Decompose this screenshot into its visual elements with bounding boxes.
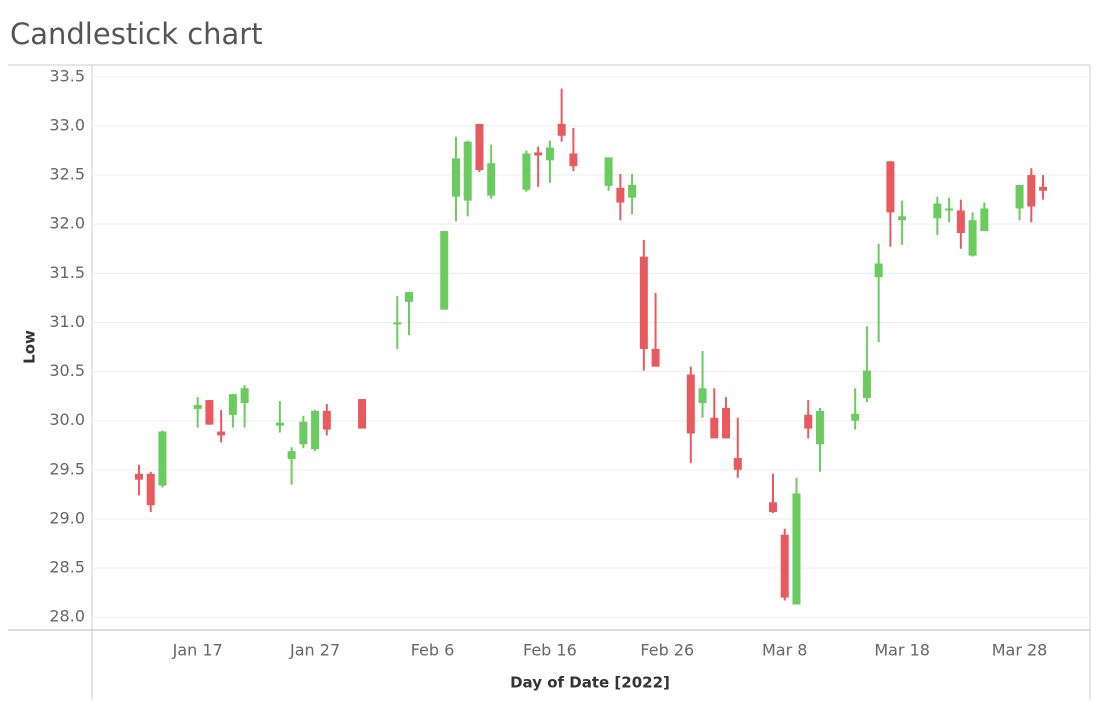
candle-body	[628, 184, 637, 198]
candle-body	[393, 322, 402, 325]
x-tick-label: Mar 8	[762, 641, 807, 660]
candle-body	[451, 158, 460, 197]
candle-body	[616, 187, 625, 203]
candle-body	[205, 400, 214, 425]
candle-body	[604, 157, 613, 186]
candle-body	[1027, 175, 1036, 207]
y-tick-label: 28.5	[49, 558, 85, 577]
y-tick-label: 29.5	[49, 459, 85, 478]
candle-body	[275, 422, 284, 426]
x-tick-label: Feb 6	[411, 641, 455, 660]
x-axis-title: Day of Date [2022]	[510, 674, 670, 692]
chart-title: Candlestick chart	[10, 17, 263, 51]
candle-body	[722, 407, 731, 439]
candle-body	[780, 534, 789, 598]
candle-body	[898, 216, 907, 221]
x-tick-label: Feb 16	[523, 641, 577, 660]
candle-body	[522, 153, 531, 190]
candle-body	[287, 451, 296, 460]
candle-body	[768, 502, 777, 513]
candle-body	[733, 458, 742, 470]
candle-body	[158, 431, 167, 486]
candle-body	[956, 210, 965, 234]
candle-body	[193, 404, 202, 409]
candle-body	[980, 208, 989, 232]
candle-body	[557, 123, 566, 136]
candle-body	[862, 370, 871, 399]
candle-body	[322, 410, 331, 430]
y-tick-label: 33.0	[49, 115, 85, 134]
candle-body	[815, 410, 824, 445]
y-tick-label: 33.5	[49, 66, 85, 85]
y-tick-label: 31.5	[49, 263, 85, 282]
candle-body	[463, 141, 472, 201]
candle-body	[217, 431, 226, 436]
plot	[134, 88, 1048, 605]
candle-body	[804, 414, 813, 429]
candle-body	[545, 147, 554, 161]
x-tick-label: Mar 18	[874, 641, 930, 660]
candle-body	[945, 208, 954, 211]
candle-body	[933, 203, 942, 219]
candle-body	[1039, 186, 1048, 191]
candle-body	[228, 394, 237, 415]
x-tick-label: Jan 27	[289, 641, 340, 660]
x-tick-label: Feb 26	[640, 641, 694, 660]
x-tick-label: Jan 17	[172, 641, 223, 660]
candle-body	[1015, 184, 1024, 209]
candle-body	[874, 263, 883, 278]
candle-body	[475, 123, 484, 171]
candle-body	[134, 473, 143, 480]
candle-body	[311, 410, 320, 450]
y-tick-label: 28.0	[49, 607, 85, 626]
candle-body	[440, 231, 449, 310]
candle-body	[698, 388, 707, 404]
candle-body	[792, 493, 801, 605]
candle-body	[710, 417, 719, 439]
y-tick-label: 30.0	[49, 410, 85, 429]
candle-body	[358, 399, 367, 429]
y-tick-label: 32.5	[49, 165, 85, 184]
grid: 28.0 28.5 29.0 29.5 30.0 30.5 31.0 31.5 32.0 32.5…	[49, 66, 1090, 660]
candle-body	[686, 374, 695, 434]
candle-body	[651, 348, 660, 367]
y-tick-label: 30.5	[49, 361, 85, 380]
candle-body	[851, 413, 860, 421]
candle-body	[146, 473, 155, 506]
candle-body	[534, 152, 543, 156]
candle-body	[240, 388, 249, 404]
candle-body	[886, 161, 895, 213]
x-tick-label: Mar 28	[992, 641, 1048, 660]
y-tick-label: 29.0	[49, 508, 85, 527]
candle-body	[299, 421, 308, 445]
candle-body	[487, 163, 496, 196]
y-axis-title: Low	[21, 330, 39, 364]
candle-body	[569, 153, 578, 167]
candle-body	[405, 291, 414, 302]
candle-body	[968, 220, 977, 256]
y-tick-label: 32.0	[49, 214, 85, 233]
y-tick-label: 31.0	[49, 312, 85, 331]
candle-body	[639, 256, 648, 349]
